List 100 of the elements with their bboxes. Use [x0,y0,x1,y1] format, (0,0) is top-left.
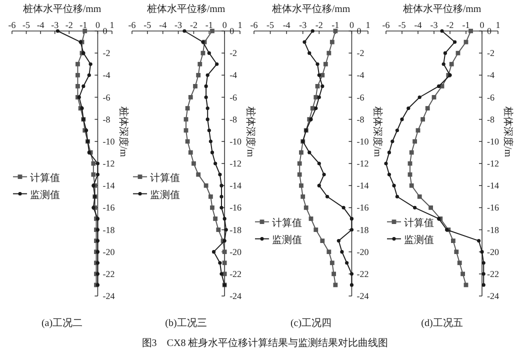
x-axis-title: 桩体水平位移/mm [146,3,226,15]
x-tick-label: 1 [238,20,242,30]
y-tick-label: -12 [356,158,369,168]
x-tick-label: -3 [299,20,308,30]
text: (d)工况五 [421,318,463,329]
y-tick-label: -20 [356,246,370,257]
y-tick-label: -24 [356,291,370,301]
x-tick-label: -4 [159,20,168,30]
y-tick-label: -6 [230,92,238,102]
y-tick-label: -22 [230,268,242,279]
y-tick-label: -18 [102,224,116,235]
y-tick-label: -22 [102,268,115,279]
y-tick-label: -2 [230,48,238,58]
x-tick-label: -5 [22,20,31,30]
x-axis-title: 桩体水平位移/mm [270,3,350,15]
x-tick-label: -1 [80,20,88,30]
x-tick-label: 1 [110,20,114,30]
x-tick-label: 1 [496,20,500,30]
y-tick-label: -16 [102,202,116,213]
y-tick-label: -10 [102,136,116,146]
y-tick-label: -6 [487,92,495,102]
y-tick-label: -6 [102,92,111,102]
y-tick-label: -4 [102,70,111,80]
x-tick-label: -2 [190,20,198,30]
y-axis-title: 桩体深度/m [244,105,257,158]
x-tick-label: -1 [205,20,213,30]
x-tick-label: -1 [462,20,470,30]
legend-label: 计算值 [30,172,60,184]
x-tick-label: -4 [36,20,45,30]
y-tick-label: -20 [230,246,242,257]
x-tick-label: -2 [65,20,73,30]
x-tick-label: -6 [8,20,16,30]
y-tick-label: -14 [230,180,242,191]
x-tick-label: -6 [382,20,390,30]
y-tick-label: -10 [356,136,370,146]
x-tick-label: -4 [414,20,422,30]
x-tick-label: -6 [128,20,136,30]
x-tick-label: -3 [430,20,438,30]
x-tick-label: -1 [332,20,340,30]
text: (a)工况二 [41,318,83,329]
y-tick-label: -16 [487,202,500,213]
x-tick-label: -3 [51,20,60,30]
y-tick-label: -2 [356,48,364,58]
y-tick-label: -22 [487,268,499,279]
y-tick-label: -24 [487,291,500,301]
caption: 图3 CX8 桩身水平位移计算结果与监测结果对比曲线图 [142,337,388,349]
y-axis-title: 桩体深度/m [502,105,514,158]
text: (c)工况四 [290,318,332,329]
x-axis-title: 桩体水平位移/mm [22,3,102,15]
y-tick-label: -8 [230,114,238,124]
x-tick-label: -5 [398,20,406,30]
y-tick-label: -24 [102,291,116,301]
x-axis-title: 桩体水平位移/mm [402,3,482,15]
y-tick-label: -24 [230,291,242,301]
x-tick-label: -3 [174,20,183,30]
y-tick-label: -6 [356,92,365,102]
y-tick-label: -4 [230,70,238,80]
y-tick-label: -18 [356,224,370,235]
y-tick-label: -12 [102,158,115,168]
y-tick-label: -8 [356,114,365,124]
y-tick-label: -12 [230,158,242,168]
y-tick-label: -12 [487,158,499,168]
y-tick-label: -16 [356,202,370,213]
y-tick-label: -2 [102,48,110,58]
y-tick-label: -14 [356,180,370,191]
legend-label: 监测值 [272,234,302,246]
y-tick-label: -4 [487,70,495,80]
x-tick-label: -5 [266,20,275,30]
x-tick-label: 0 [349,20,354,30]
y-tick-label: -2 [487,48,494,58]
legend-label: 计算值 [404,216,434,229]
y-tick-label: -10 [230,136,242,146]
y-tick-label: -18 [487,224,500,235]
y-tick-label: -8 [102,114,111,124]
y-tick-label: -22 [356,268,369,279]
x-tick-label: 0 [480,20,485,30]
x-tick-label: -2 [446,20,454,30]
x-tick-label: 0 [222,20,228,30]
y-tick-label: -8 [487,114,495,124]
y-tick-label: -18 [230,224,242,235]
y-tick-label: -20 [487,246,500,257]
x-tick-label: -6 [250,20,258,30]
x-tick-label: -2 [315,20,323,30]
x-tick-label: -5 [144,20,152,30]
y-tick-label: -16 [230,202,242,213]
legend-label: 监测值 [30,188,60,201]
y-tick-label: -20 [102,246,116,257]
x-tick-label: -4 [282,20,291,30]
text: (b)工况三 [165,318,207,329]
x-tick-label: 1 [366,20,370,30]
legend-label: 计算值 [150,172,180,184]
y-tick-label: -14 [102,180,116,191]
y-tick-label: -10 [487,136,500,146]
legend-label: 监测值 [150,188,180,201]
legend-label: 计算值 [272,216,302,229]
x-tick-label: 0 [95,20,100,30]
y-tick-label: -14 [487,180,500,191]
legend-label: 监测值 [404,234,434,246]
y-axis-title: 桩体深度/m [118,105,130,158]
y-axis-title: 桩体深度/m [372,105,384,158]
